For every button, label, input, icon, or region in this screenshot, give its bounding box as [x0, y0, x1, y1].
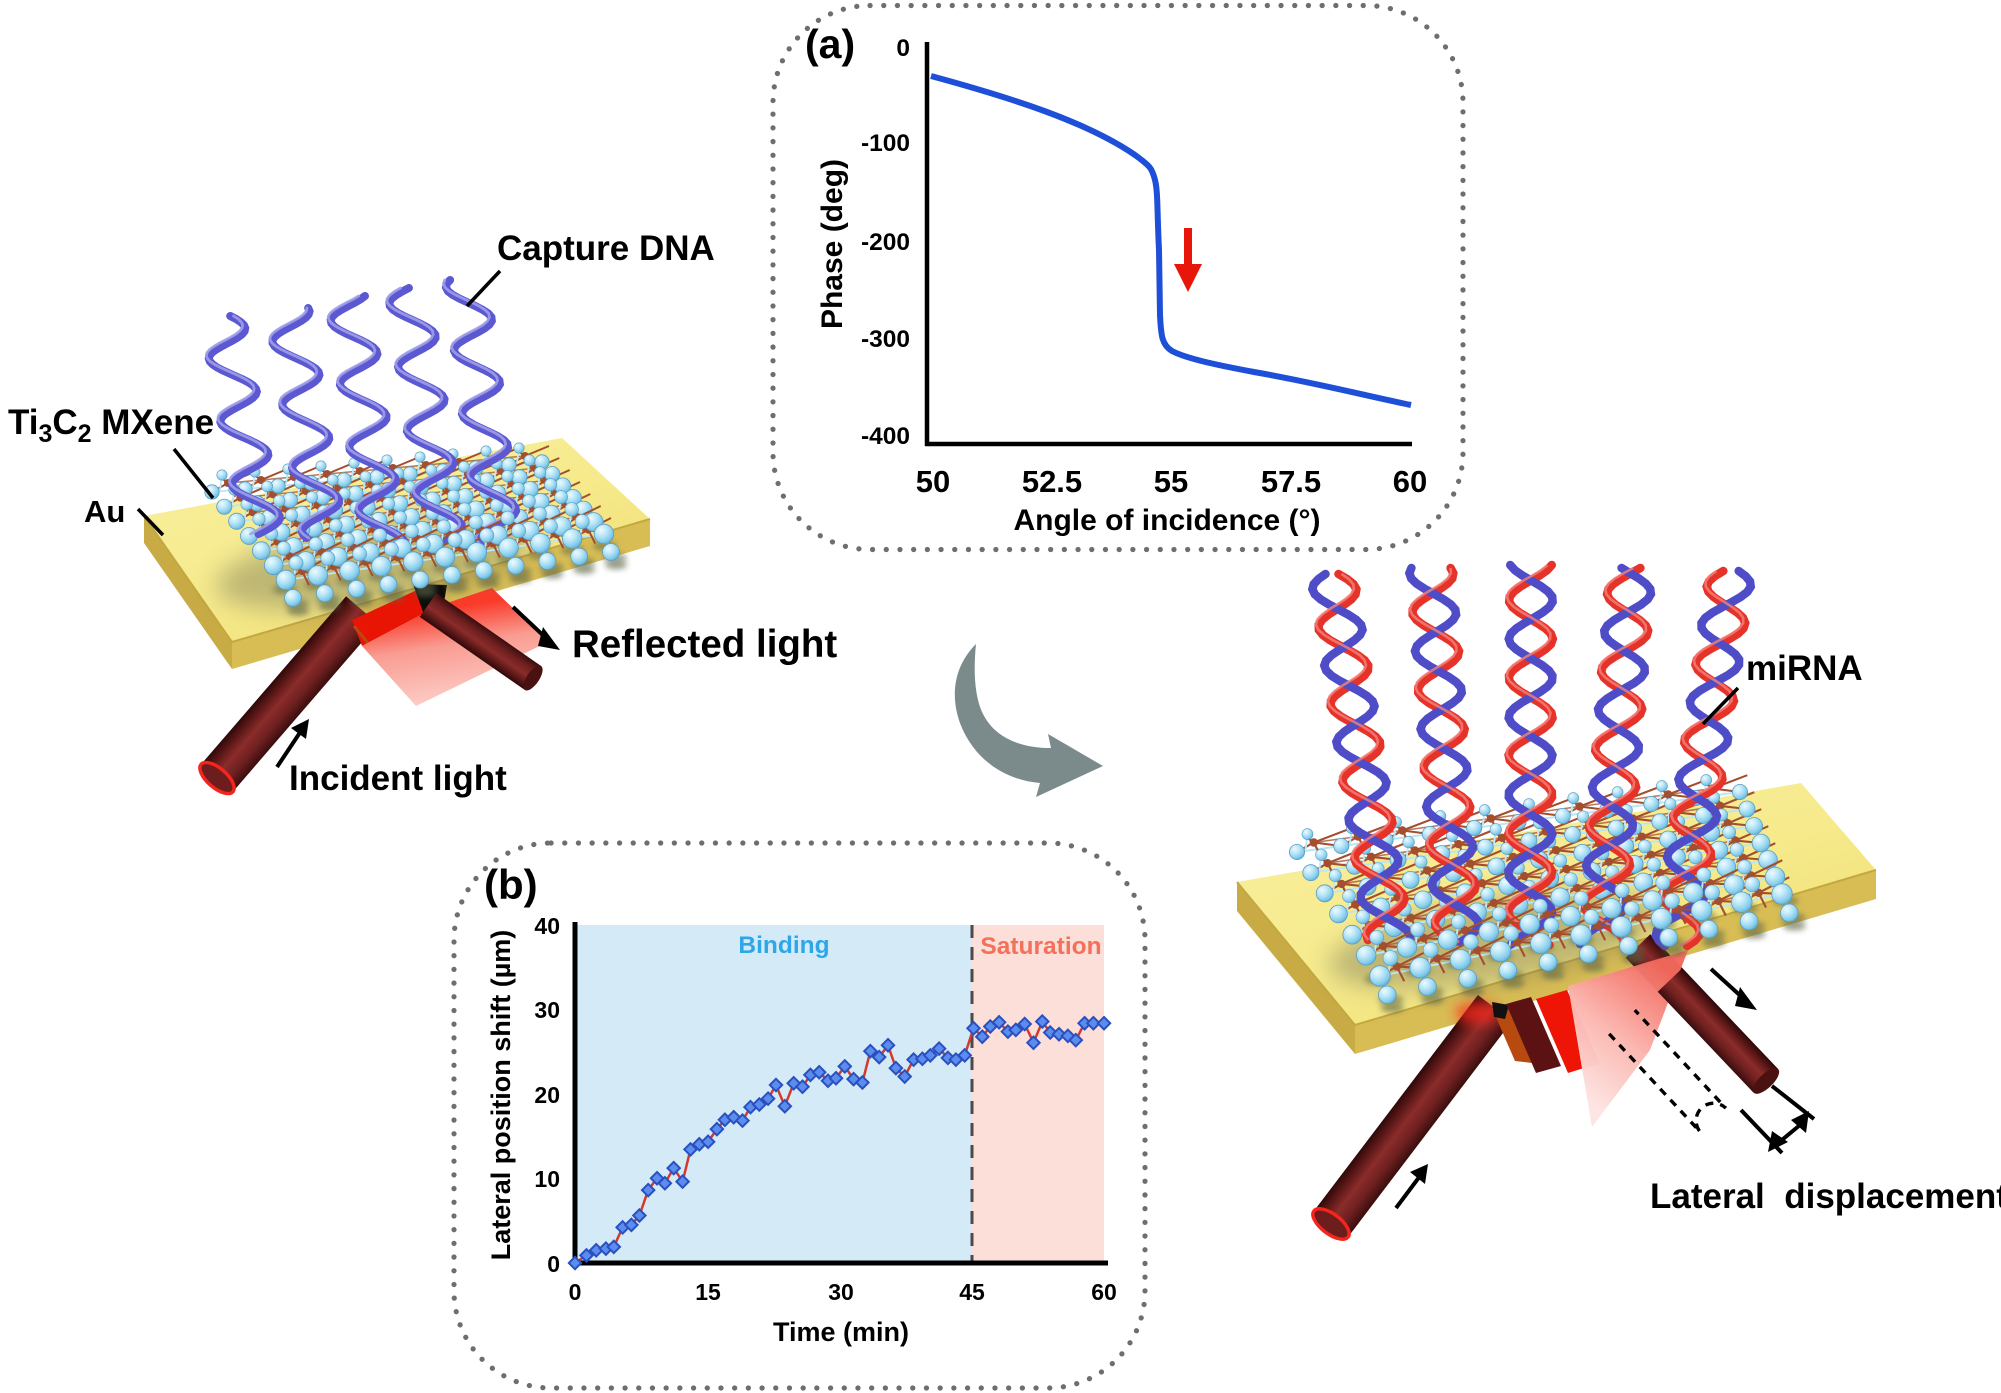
svg-text:-100: -100	[861, 130, 910, 157]
svg-text:52.5: 52.5	[1022, 464, 1082, 499]
svg-text:Saturation: Saturation	[980, 933, 1101, 960]
svg-text:-200: -200	[861, 229, 910, 256]
svg-text:Lateral displacement: Lateral displacement	[1650, 1177, 2001, 1216]
svg-text:Phase (deg): Phase (deg)	[816, 159, 849, 329]
svg-text:57.5: 57.5	[1261, 464, 1321, 499]
svg-text:0: 0	[896, 35, 910, 62]
svg-text:(b): (b)	[484, 861, 538, 908]
svg-text:Incident light: Incident light	[289, 759, 507, 798]
svg-text:10: 10	[534, 1166, 560, 1192]
svg-text:-300: -300	[861, 326, 910, 353]
svg-text:0: 0	[547, 1251, 560, 1277]
svg-text:Reflected light: Reflected light	[572, 623, 837, 666]
svg-text:Binding: Binding	[738, 932, 829, 959]
svg-text:20: 20	[534, 1082, 560, 1108]
svg-text:50: 50	[916, 464, 950, 499]
svg-text:40: 40	[534, 913, 560, 939]
svg-text:15: 15	[695, 1279, 721, 1305]
svg-text:30: 30	[534, 997, 560, 1023]
svg-text:30: 30	[828, 1279, 854, 1305]
svg-text:Lateral position shift (µm): Lateral position shift (µm)	[486, 930, 516, 1261]
svg-text:miRNA: miRNA	[1746, 649, 1863, 688]
svg-text:60: 60	[1393, 464, 1427, 499]
svg-text:Time (min): Time (min)	[773, 1317, 909, 1347]
svg-text:55: 55	[1154, 464, 1188, 499]
svg-text:60: 60	[1091, 1279, 1117, 1305]
svg-text:Angle of incidence (°): Angle of incidence (°)	[1013, 504, 1320, 537]
svg-text:Au: Au	[84, 494, 125, 529]
svg-text:-400: -400	[861, 423, 910, 450]
svg-text:Capture DNA: Capture DNA	[497, 229, 715, 268]
svg-text:Ti3C2 MXene: Ti3C2 MXene	[8, 403, 214, 448]
svg-text:(a): (a)	[805, 21, 855, 67]
svg-text:45: 45	[959, 1279, 985, 1305]
svg-text:0: 0	[569, 1279, 582, 1305]
